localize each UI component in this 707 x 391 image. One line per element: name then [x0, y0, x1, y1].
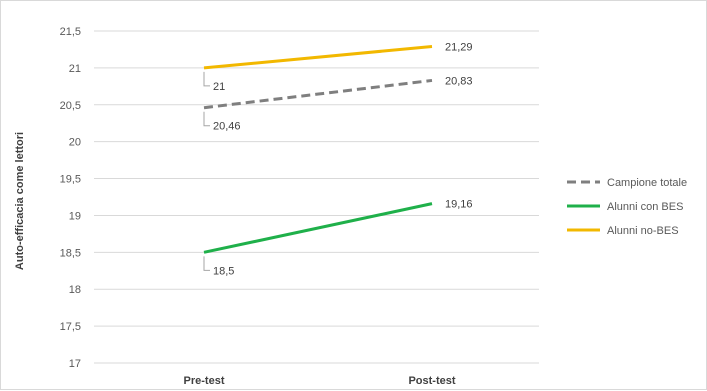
y-tick-label: 21 — [69, 63, 81, 75]
data-label: 19,16 — [445, 199, 473, 211]
y-tick-label: 21,5 — [60, 26, 81, 38]
series-line — [203, 78, 433, 110]
legend-label: Campione totale — [607, 177, 687, 189]
series-lines — [203, 44, 433, 254]
y-tick-label: 20 — [69, 137, 81, 149]
data-labels: 20,46 20,83 18,5 19,16 21 21,29 — [203, 41, 473, 277]
y-tick-label: 19,5 — [60, 174, 81, 186]
y-axis-label: Auto-efficacia come lettori — [14, 132, 26, 270]
data-label: 18,5 — [213, 265, 234, 277]
y-tick-label: 18,5 — [60, 247, 81, 259]
legend-label: Alunni con BES — [607, 201, 683, 213]
series-line — [203, 202, 433, 254]
leader-line — [203, 111, 210, 127]
gridlines — [94, 30, 539, 364]
legend-label: Alunni no-BES — [607, 225, 679, 237]
y-tick-label: 20,5 — [60, 100, 81, 112]
series-line — [203, 44, 433, 70]
y-tick-label: 19 — [69, 210, 81, 222]
data-label: 20,46 — [213, 121, 241, 133]
x-category-label: Pre-test — [184, 375, 225, 387]
y-axis-ticks: 17 17,5 18 18,5 19 19,5 20 20,5 21 21,5 — [60, 26, 81, 370]
data-label: 21 — [213, 81, 225, 93]
data-label: 20,83 — [445, 75, 473, 87]
y-tick-label: 18 — [69, 284, 81, 296]
x-category-label: Post-test — [408, 375, 455, 387]
data-label: 21,29 — [445, 41, 473, 53]
x-axis-categories: Pre-test Post-test — [184, 375, 456, 387]
leader-line — [203, 256, 210, 271]
y-tick-label: 17,5 — [60, 321, 81, 333]
y-tick-label: 17 — [69, 358, 81, 370]
leader-line — [203, 71, 210, 87]
legend: Campione totale Alunni con BES Alunni no-B… — [567, 177, 687, 237]
